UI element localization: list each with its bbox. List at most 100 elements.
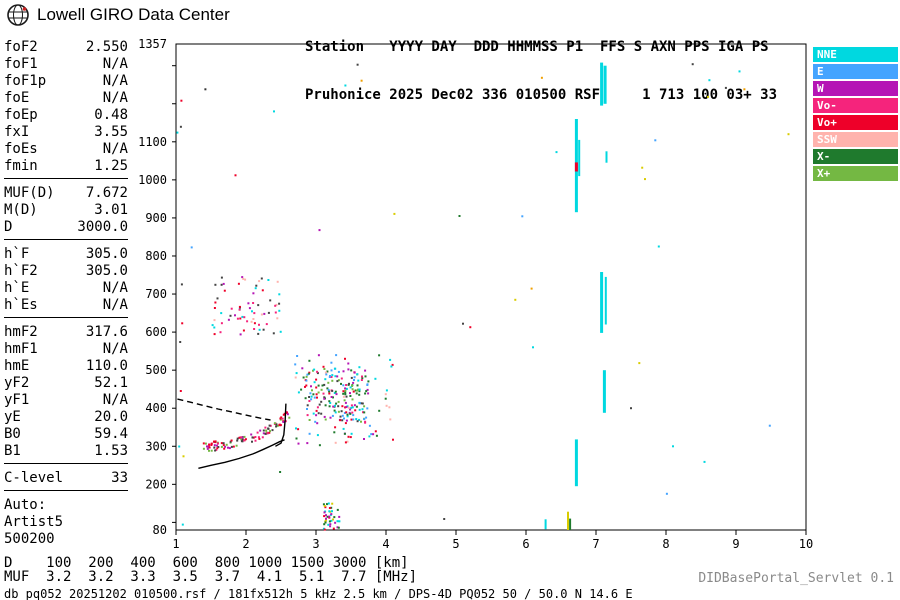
echo-point	[215, 448, 218, 451]
echo-point	[340, 410, 343, 413]
x-tick-label: 7	[592, 537, 599, 551]
echo-point	[336, 526, 339, 529]
stray-point	[462, 322, 464, 325]
echo-point	[323, 505, 326, 507]
param-label: hmF2	[4, 323, 38, 340]
echo-point	[256, 431, 259, 434]
echo-point	[329, 523, 332, 526]
echo-point	[362, 411, 364, 414]
echo-point	[388, 406, 391, 409]
echo-point	[251, 310, 253, 313]
echo-point	[337, 400, 340, 403]
echo-point	[260, 313, 263, 316]
echo-point	[323, 383, 326, 386]
param-value: 20.0	[94, 408, 128, 425]
param-label: h`F	[4, 245, 30, 262]
echo-point	[367, 392, 370, 395]
echo-point	[346, 405, 349, 408]
stray-point	[273, 110, 275, 113]
echo-point	[330, 506, 333, 509]
stray-point	[707, 95, 709, 98]
echo-point	[349, 395, 352, 397]
echo-point	[358, 408, 361, 411]
echo-point	[360, 402, 363, 405]
param-label: D	[4, 218, 13, 235]
stray-point	[344, 84, 347, 87]
echo-point	[334, 426, 337, 429]
rfi-line	[604, 276, 607, 325]
echo-point	[331, 389, 334, 392]
echo-point	[276, 280, 279, 283]
echo-point	[355, 418, 358, 421]
param-value: 59.4	[94, 425, 128, 442]
echo-point	[237, 282, 240, 285]
echo-point	[223, 447, 226, 450]
echo-point	[349, 408, 352, 411]
echo-point	[469, 326, 472, 329]
echo-point	[271, 429, 274, 432]
echo-point	[330, 519, 333, 522]
echo-point	[339, 419, 342, 422]
rfi-line	[600, 62, 604, 106]
echo-point	[323, 396, 326, 399]
echo-point	[352, 390, 355, 393]
echo-point	[294, 363, 297, 366]
echo-point	[311, 389, 313, 392]
echo-point	[346, 413, 349, 416]
echo-point	[367, 380, 370, 383]
param-label: h`E	[4, 279, 30, 296]
echo-point	[244, 278, 247, 281]
param-row-d: D 3000.0	[4, 218, 128, 235]
servlet-version-label: DIDBasePortal_Servlet 0.1	[698, 571, 894, 586]
echo-point	[258, 323, 260, 326]
param-label: yF2	[4, 374, 30, 391]
echo-point	[345, 411, 348, 414]
echo-point	[241, 438, 244, 441]
echo-point	[342, 384, 345, 387]
param-label: fxI	[4, 123, 30, 140]
echo-point	[216, 447, 219, 450]
echo-point	[337, 370, 340, 373]
echo-point	[358, 418, 361, 421]
echo-point	[251, 436, 254, 439]
echo-point	[230, 307, 233, 310]
echo-point	[344, 422, 347, 425]
echo-point	[297, 391, 300, 394]
echo-point	[309, 392, 312, 395]
param-value: 1.53	[94, 442, 128, 459]
echo-point	[355, 392, 358, 395]
param-value: N/A	[102, 140, 128, 157]
echo-point	[211, 324, 214, 327]
echo-point	[332, 527, 335, 530]
echo-point	[241, 315, 244, 318]
x-tick-label: 9	[732, 537, 739, 551]
echo-point	[354, 409, 357, 412]
echo-point	[269, 299, 272, 302]
echo-point	[264, 432, 267, 435]
echo-point	[333, 409, 336, 412]
echo-point	[238, 308, 241, 311]
echo-point	[320, 412, 323, 415]
y-tick-label: 80	[153, 523, 167, 537]
echo-point	[213, 307, 216, 309]
echo-point	[768, 424, 771, 427]
echo-point	[349, 392, 351, 395]
echo-point	[261, 289, 264, 292]
echo-point	[358, 366, 361, 369]
echo-point	[220, 276, 223, 279]
echo-point	[366, 407, 369, 410]
echo-point	[305, 375, 308, 378]
param-row-fmin: fmin 1.25	[4, 157, 128, 174]
echo-point	[243, 435, 246, 438]
echo-point	[222, 444, 225, 447]
echo-point	[324, 418, 327, 421]
echo-point	[389, 358, 392, 361]
param-label: Artist5	[4, 513, 64, 530]
giro-logo	[7, 4, 29, 26]
echo-point	[344, 406, 347, 409]
echo-point	[334, 521, 337, 524]
param-value: N/A	[102, 296, 128, 313]
x-tick-label: 2	[242, 537, 249, 551]
echo-point	[350, 406, 353, 409]
param-row-yf1: yF1 N/A	[4, 391, 128, 408]
